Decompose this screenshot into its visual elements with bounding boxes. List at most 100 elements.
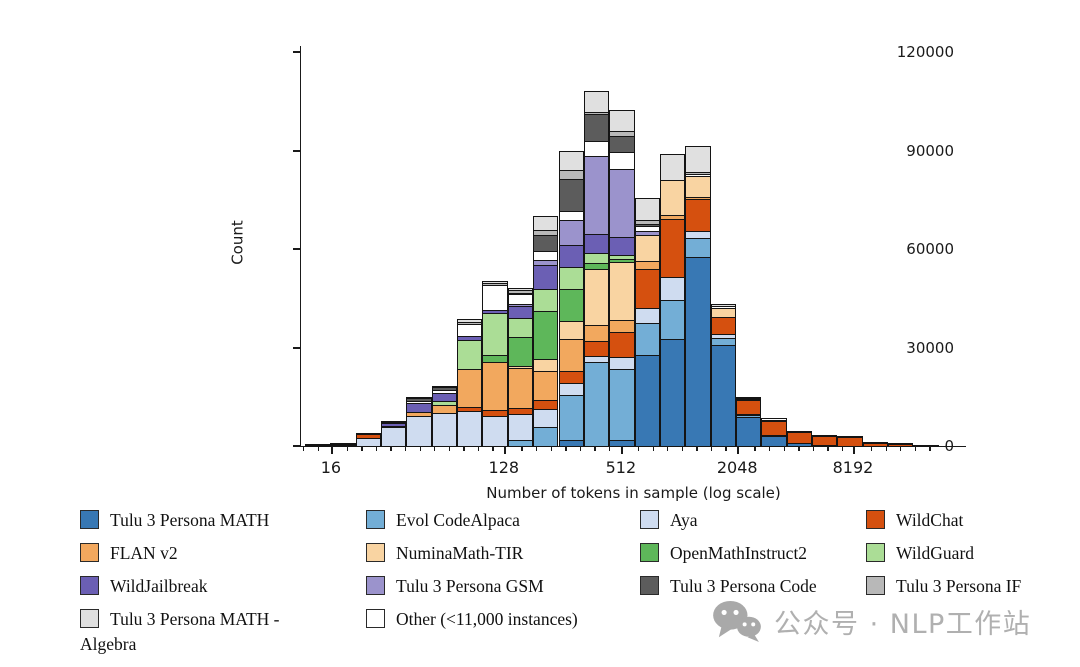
- y-tick-label: 120000: [896, 43, 954, 61]
- bar-segment: [558, 179, 584, 212]
- bar-segment: [507, 367, 534, 409]
- bar-segment: [609, 168, 635, 238]
- bar-segment: [634, 355, 660, 447]
- x-tick-label: 8192: [832, 458, 874, 477]
- x-minor-tick: [565, 446, 567, 451]
- histogram-bar: [685, 146, 711, 447]
- bar-segment: [659, 276, 686, 302]
- y-tick-label: 90000: [906, 141, 954, 160]
- y-tick-label: 30000: [906, 338, 954, 357]
- histogram-bar: [482, 281, 508, 447]
- bar-segment: [558, 219, 584, 246]
- legend-label: OpenMathInstruct2: [670, 543, 808, 563]
- bar-segment: [533, 265, 559, 290]
- bar-segment: [406, 415, 432, 447]
- bar-segment: [609, 261, 635, 321]
- bar-segment: [710, 345, 736, 447]
- x-tick-label: 2048: [716, 458, 758, 477]
- bar-segment: [558, 266, 584, 290]
- bar-segment: [735, 400, 762, 416]
- x-minor-tick: [929, 446, 931, 451]
- bar-segment: [583, 140, 610, 158]
- x-minor-tick: [579, 446, 582, 451]
- y-tick-mark: [293, 445, 301, 447]
- bar-segment: [507, 413, 534, 442]
- y-tick-label: 60000: [906, 240, 954, 258]
- x-tick-label: 512: [605, 458, 637, 477]
- bar-segment: [558, 288, 584, 322]
- histogram-bar: [431, 385, 458, 447]
- y-axis-label: Count: [228, 220, 247, 265]
- x-minor-tick: [812, 446, 815, 451]
- legend-label: Tulu 3 Persona IF: [896, 576, 1022, 596]
- legend-swatch: [366, 576, 385, 595]
- legend-label: Tulu 3 Persona Code: [670, 576, 817, 596]
- histogram-bar: [381, 420, 407, 447]
- bar-segment: [482, 362, 508, 412]
- x-minor-tick: [550, 446, 552, 451]
- y-tick-mark: [293, 346, 301, 349]
- x-minor-tick: [681, 446, 684, 451]
- legend-label: Evol CodeAlpaca: [396, 510, 520, 530]
- legend-label: Aya: [670, 510, 698, 530]
- bar-segment: [634, 269, 660, 309]
- bar-segment: [583, 340, 610, 358]
- x-minor-tick: [375, 446, 378, 451]
- x-minor-tick: [404, 446, 407, 451]
- bar-segment: [583, 361, 610, 447]
- legend-swatch: [80, 576, 99, 595]
- legend-swatch: [640, 510, 659, 529]
- legend-swatch: [366, 543, 385, 562]
- legend-item: Tulu 3 Persona Code: [640, 574, 898, 599]
- legend-swatch: [80, 543, 99, 562]
- x-minor-tick: [346, 446, 349, 451]
- legend-swatch: [366, 510, 385, 529]
- bar-segment: [533, 427, 559, 447]
- x-minor-tick: [652, 446, 654, 451]
- legend-label: FLAN v2: [110, 543, 178, 563]
- x-minor-tick: [434, 446, 436, 451]
- y-tick-mark: [293, 248, 301, 250]
- histogram-bar: [735, 397, 762, 447]
- histogram-bar: [862, 441, 889, 447]
- watermark: 公众号 · NLP工作站: [712, 600, 1031, 642]
- bar-segment: [431, 412, 458, 447]
- x-minor-tick: [841, 446, 844, 451]
- legend-label: Tulu 3 Persona MATH: [110, 510, 270, 530]
- histogram-bar: [533, 216, 559, 447]
- x-minor-tick: [870, 446, 873, 451]
- histogram-bar: [355, 433, 382, 447]
- x-minor-tick: [521, 446, 523, 451]
- legend-label: Tulu 3 Persona MATH - Algebra: [80, 609, 280, 655]
- x-minor-tick: [419, 446, 421, 451]
- legend-swatch: [640, 543, 659, 562]
- x-minor-tick: [769, 446, 771, 451]
- plot-area: 0 30000 60000 90000 120000 16 128 512 2048 8192 …: [228, 43, 966, 502]
- bar-segment: [558, 320, 584, 341]
- bar-segment: [634, 197, 660, 221]
- histogram-bars: [301, 46, 966, 447]
- bar-segment: [761, 435, 787, 447]
- bar-segment: [761, 420, 787, 436]
- bar-segment: [659, 338, 686, 447]
- x-minor-tick: [594, 446, 596, 451]
- x-tick-mark: [330, 446, 333, 454]
- bar-segment: [609, 136, 635, 153]
- legend-item: NuminaMath-TIR: [366, 541, 624, 566]
- bar-segment: [482, 415, 508, 447]
- x-minor-tick: [914, 446, 917, 451]
- legend-item: Evol CodeAlpaca: [366, 508, 624, 533]
- bar-segment: [659, 300, 686, 340]
- bar-segment: [507, 337, 534, 367]
- x-minor-tick: [710, 446, 713, 451]
- bar-segment: [457, 368, 483, 408]
- bar-segment: [482, 313, 508, 356]
- legend-label: Tulu 3 Persona GSM: [396, 576, 544, 596]
- bar-segment: [583, 156, 610, 236]
- legend-item: OpenMathInstruct2: [640, 541, 898, 566]
- histogram-bar: [634, 197, 660, 447]
- bar-segment: [583, 234, 610, 254]
- x-minor-tick: [492, 446, 494, 451]
- x-axis-label: Number of tokens in sample (log scale): [486, 484, 781, 502]
- legend-swatch: [866, 543, 885, 562]
